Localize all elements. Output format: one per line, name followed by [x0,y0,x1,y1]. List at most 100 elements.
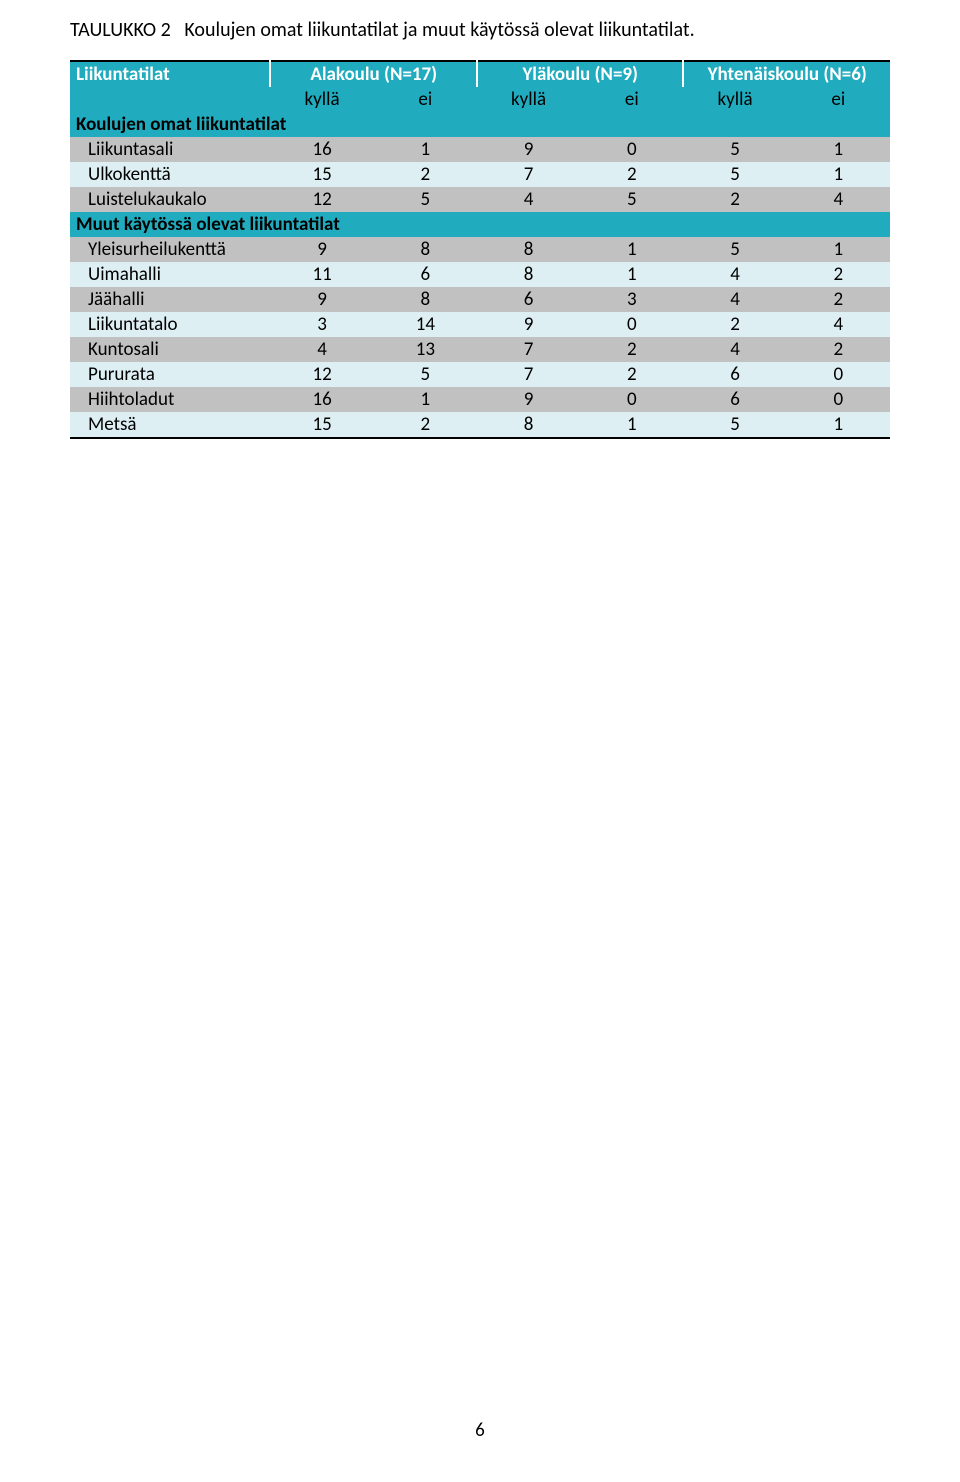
cell: 2 [683,187,786,212]
caption-text: Koulujen omat liikuntatilat ja muut käyt… [184,18,694,42]
cell: 0 [787,362,890,387]
cell: 9 [477,387,580,412]
cell: 1 [374,387,477,412]
row-label: Ulkokenttä [70,162,270,187]
cell: 9 [270,287,373,312]
cell: 2 [683,312,786,337]
cell: 1 [787,162,890,187]
cell: 1 [787,137,890,162]
cell: 0 [580,137,683,162]
cell: 5 [374,187,477,212]
table-row: Uimahalli 11 6 8 1 4 2 [70,262,890,287]
cell: 4 [477,187,580,212]
cell: 9 [477,312,580,337]
subheader-cell: ei [580,87,683,112]
cell: 9 [270,237,373,262]
row-label: Liikuntatalo [70,312,270,337]
subheader-cell: ei [374,87,477,112]
cell: 9 [477,137,580,162]
cell: 5 [683,412,786,438]
header-group-2: Yhtenäiskoulu (N=6) [683,61,890,87]
row-label: Jäähalli [70,287,270,312]
page-number: 6 [0,1419,960,1442]
section-title: Koulujen omat liikuntatilat [70,112,890,137]
cell: 8 [374,287,477,312]
table-row: Kuntosali 4 13 7 2 4 2 [70,337,890,362]
table-row: Liikuntatalo 3 14 9 0 2 4 [70,312,890,337]
table-row: Hiihtoladut 16 1 9 0 6 0 [70,387,890,412]
cell: 3 [580,287,683,312]
cell: 1 [580,412,683,438]
cell: 0 [580,312,683,337]
row-label: Liikuntasali [70,137,270,162]
cell: 4 [787,187,890,212]
cell: 12 [270,187,373,212]
table-header-sub: kyllä ei kyllä ei kyllä ei [70,87,890,112]
cell: 4 [683,287,786,312]
cell: 7 [477,337,580,362]
cell: 4 [683,337,786,362]
row-label: Hiihtoladut [70,387,270,412]
cell: 2 [787,262,890,287]
cell: 13 [374,337,477,362]
cell: 4 [787,312,890,337]
header-group-1: Yläkoulu (N=9) [477,61,683,87]
cell: 8 [477,237,580,262]
cell: 15 [270,162,373,187]
cell: 2 [580,337,683,362]
cell: 1 [580,237,683,262]
cell: 16 [270,137,373,162]
header-group-0: Alakoulu (N=17) [270,61,476,87]
cell: 14 [374,312,477,337]
table-row: Liikuntasali 16 1 9 0 5 1 [70,137,890,162]
cell: 1 [787,412,890,438]
cell: 12 [270,362,373,387]
cell: 2 [374,162,477,187]
cell: 1 [787,237,890,262]
cell: 6 [683,387,786,412]
cell: 7 [477,162,580,187]
cell: 15 [270,412,373,438]
table-header-groups: Liikuntatilat Alakoulu (N=17) Yläkoulu (… [70,61,890,87]
cell: 3 [270,312,373,337]
section-title: Muut käytössä olevat liikuntatilat [70,212,890,237]
cell: 7 [477,362,580,387]
cell: 0 [787,387,890,412]
table-row: Metsä 15 2 8 1 5 1 [70,412,890,438]
section-header: Koulujen omat liikuntatilat [70,112,890,137]
cell: 2 [374,412,477,438]
cell: 1 [374,137,477,162]
subheader-cell: kyllä [477,87,580,112]
cell: 4 [683,262,786,287]
table-row: Jäähalli 9 8 6 3 4 2 [70,287,890,312]
cell: 8 [477,412,580,438]
cell: 6 [374,262,477,287]
table-row: Pururata 12 5 7 2 6 0 [70,362,890,387]
cell: 2 [580,362,683,387]
cell: 2 [787,287,890,312]
row-label: Luistelukaukalo [70,187,270,212]
cell: 2 [580,162,683,187]
table-row: Yleisurheilukenttä 9 8 8 1 5 1 [70,237,890,262]
cell: 8 [477,262,580,287]
subheader-cell: kyllä [683,87,786,112]
cell: 5 [374,362,477,387]
cell: 5 [580,187,683,212]
cell: 16 [270,387,373,412]
cell: 5 [683,137,786,162]
row-label: Kuntosali [70,337,270,362]
cell: 1 [580,262,683,287]
header-col0: Liikuntatilat [70,61,270,87]
table-row: Ulkokenttä 15 2 7 2 5 1 [70,162,890,187]
cell: 5 [683,162,786,187]
row-label: Metsä [70,412,270,438]
section-header: Muut käytössä olevat liikuntatilat [70,212,890,237]
row-label: Uimahalli [70,262,270,287]
cell: 8 [374,237,477,262]
caption-prefix: TAULUKKO 2 [70,18,171,42]
table-caption: TAULUKKO 2 Koulujen omat liikuntatilat j… [70,18,890,42]
row-label: Yleisurheilukenttä [70,237,270,262]
subheader-cell: kyllä [270,87,373,112]
cell: 5 [683,237,786,262]
cell: 4 [270,337,373,362]
